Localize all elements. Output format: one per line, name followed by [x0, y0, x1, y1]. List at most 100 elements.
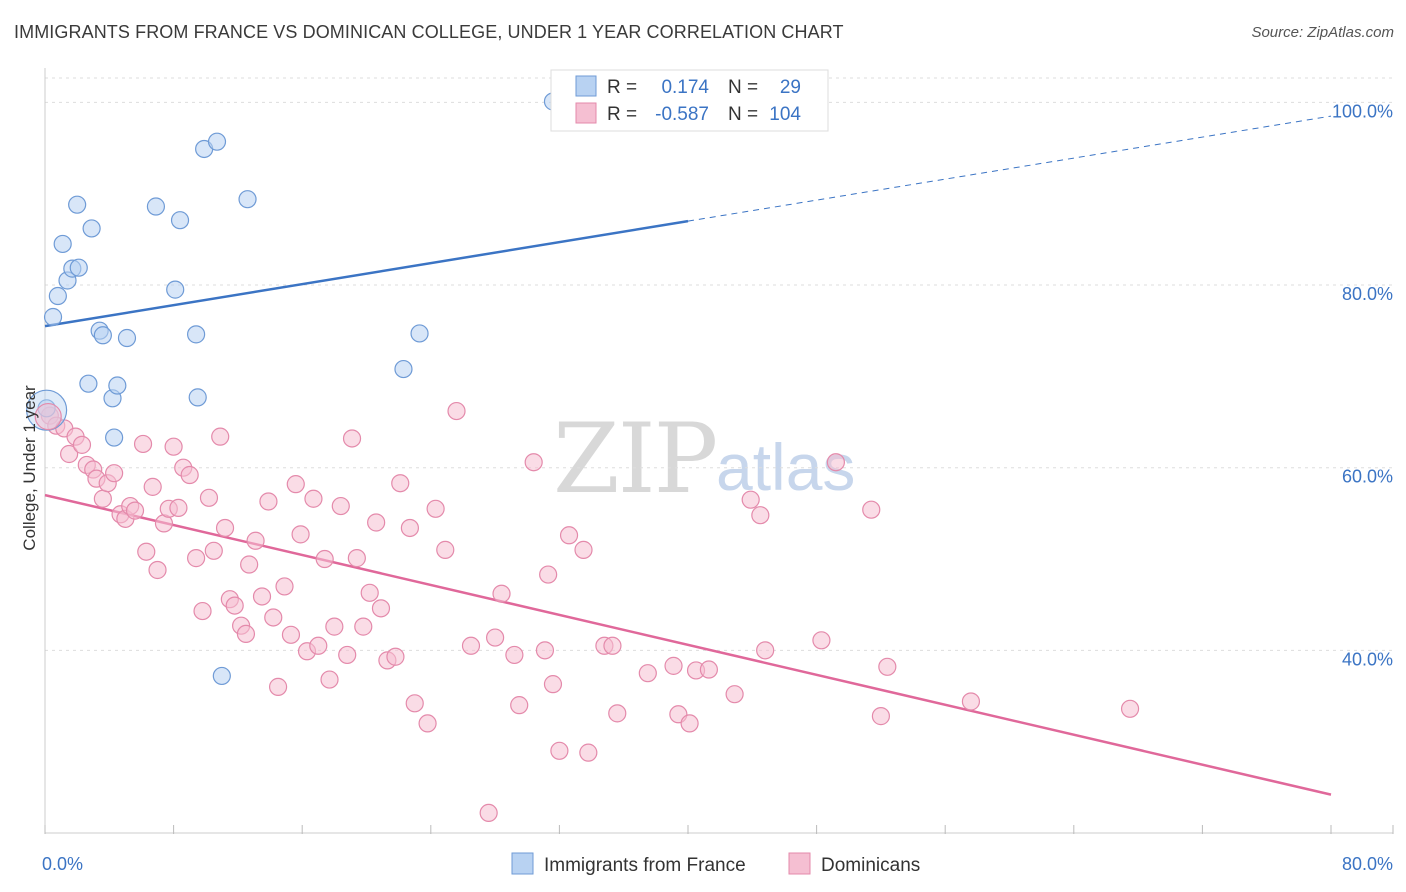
dominicans-point-53: [338, 645, 357, 665]
dominicans-point-48: [309, 636, 328, 655]
dominicans-point-62: [391, 474, 410, 493]
chart-title: IMMIGRANTS FROM FRANCE VS DOMINICAN COLL…: [14, 22, 844, 42]
dominicans-point-58: [367, 513, 386, 532]
dominicans-point-74: [510, 696, 529, 715]
dominicans-point-43: [281, 625, 301, 644]
dominicans-point-22: [164, 437, 183, 456]
france-point-18: [170, 211, 190, 230]
dominicans-point-101: [961, 692, 981, 711]
dominicans-point-99: [871, 707, 891, 726]
dominicans-point-63: [400, 518, 420, 538]
dominicans-point-44: [286, 475, 305, 494]
dominicans-point-57: [360, 583, 379, 602]
dominicans-point-39: [259, 492, 278, 511]
france-point-3: [53, 234, 72, 254]
y-tick-label-3: 100.0%: [1332, 101, 1393, 121]
watermark-zip: ZIP: [553, 403, 716, 515]
x-tick-label-1: 80.0%: [1342, 854, 1393, 874]
legend-swatch-blue: [575, 75, 597, 97]
france-point-2: [48, 286, 67, 306]
dominicans-point-33: [225, 596, 244, 615]
y-tick-label-2: 80.0%: [1342, 284, 1393, 304]
france-point-11: [93, 326, 112, 345]
dominicans-point-5: [72, 435, 92, 454]
dominicans-point-37: [246, 531, 265, 550]
dominicans-point-73: [505, 645, 524, 665]
dominicans-point-45: [291, 525, 310, 544]
trend-line-france: [44, 219, 689, 328]
france-point-16: [146, 197, 166, 216]
dominicans-point-76: [535, 641, 555, 660]
y-tick-labels: 40.0% 60.0% 80.0% 100.0%: [1332, 101, 1393, 669]
dominicans-point-66: [426, 499, 445, 518]
dominicans-point-59: [371, 599, 391, 618]
dominicans-point-16: [133, 434, 153, 454]
dominicans-point-28: [199, 488, 219, 507]
correlation-legend: R = 0.174 N = 29 R = -0.587 N = 104: [550, 69, 829, 132]
france-point-25: [394, 359, 413, 379]
dominicans-point-82: [579, 743, 598, 762]
dominicans-point-31: [215, 518, 235, 538]
dominicans-point-75: [524, 453, 543, 472]
y-axis-label: College, Under 1 year: [20, 385, 39, 551]
dominicans-point-65: [418, 714, 437, 733]
legend-n-label-1: N =: [728, 77, 758, 98]
dominicans-point-26: [187, 549, 206, 568]
trend-line-france-extension: [687, 115, 1332, 222]
dominicans-point-64: [405, 694, 424, 713]
dominicans-point-91: [699, 660, 718, 679]
france-point-17: [166, 280, 185, 299]
dominicans-point-98: [862, 500, 881, 519]
dominicans-point-50: [320, 670, 339, 689]
france-point-8: [82, 219, 101, 238]
legend-r-label-2: R =: [607, 104, 637, 125]
dominicans-point-92: [725, 685, 744, 704]
dominicans-point-23: [169, 498, 188, 517]
france-point-14: [105, 428, 124, 447]
dominicans-point-102: [1120, 699, 1140, 718]
dominicans-point-30: [211, 427, 230, 446]
dominicans-point-79: [550, 741, 569, 760]
france-point-24: [238, 190, 257, 209]
dominicans-point-52: [331, 496, 350, 516]
france-point-22: [207, 132, 227, 151]
france-point-20: [188, 388, 207, 407]
dominicans-point-96: [812, 631, 831, 650]
x-tick-label-0: 0.0%: [42, 854, 83, 874]
dominicans-point-49: [315, 549, 334, 569]
series-legend-label-france: Immigrants from France: [544, 855, 746, 876]
france-point-13: [108, 376, 127, 395]
dominicans-point-67: [436, 540, 455, 559]
dominicans-point-95: [756, 641, 775, 660]
legend-n-value-2: 104: [769, 104, 801, 125]
france-point-15: [117, 328, 137, 348]
dominicans-point-55: [347, 549, 366, 568]
legend-r-value-2: -0.587: [655, 104, 709, 125]
y-tick-label-1: 60.0%: [1342, 467, 1393, 487]
dominicans-point-35: [236, 624, 256, 644]
dominicans-point-68: [447, 401, 466, 421]
dominicans-point-84: [603, 636, 622, 655]
france-point-26: [410, 324, 429, 343]
france-point-9: [79, 374, 98, 393]
dominicans-point-3: [60, 444, 79, 464]
france-point-7: [68, 195, 87, 214]
dominicans-point-56: [354, 617, 373, 636]
dominicans-point-27: [193, 601, 212, 621]
dominicans-point-11: [105, 464, 124, 483]
series-legend-label-dominicans: Dominicans: [821, 855, 920, 876]
source-label: Source: ZipAtlas.com: [1251, 24, 1394, 41]
dominicans-point-93: [741, 490, 760, 509]
dominicans-point-71: [486, 628, 505, 647]
dominicans-point-94: [751, 506, 770, 525]
dominicans-point-85: [608, 704, 627, 723]
legend-r-label-1: R =: [607, 77, 637, 98]
dominicans-point-86: [638, 664, 657, 683]
dominicans-point-77: [539, 565, 558, 584]
dominicans-point-41: [268, 677, 288, 696]
dominicans-point-19: [148, 560, 167, 580]
france-point-6: [69, 258, 88, 277]
dominicans-point-100: [878, 657, 897, 676]
france-point-1: [43, 307, 63, 327]
dominicans-point-18: [143, 477, 162, 496]
